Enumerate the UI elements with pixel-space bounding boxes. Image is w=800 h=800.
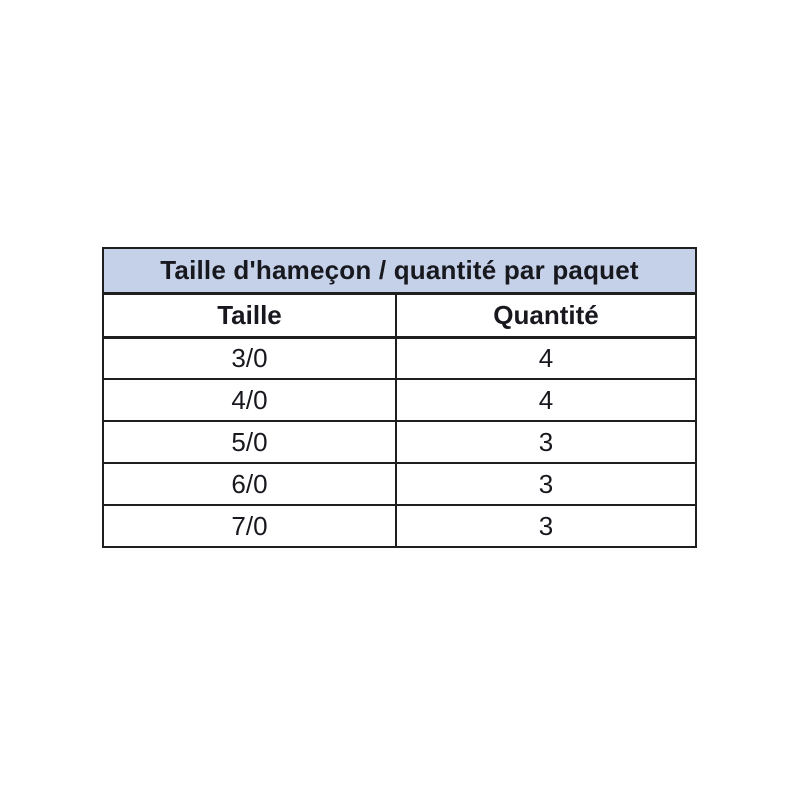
table-row: 6/0 3 [102,462,698,506]
cell-taille: 5/0 [102,420,397,464]
table-title-row: Taille d'hameçon / quantité par paquet [101,247,698,295]
column-header-quantite: Quantité [394,292,698,339]
table-row: 3/0 4 [102,336,698,380]
cell-quantite: 4 [394,378,698,422]
hook-size-quantity-table: Taille d'hameçon / quantité par paquet T… [101,247,698,548]
table-row: 7/0 3 [102,504,698,548]
table-body: 3/0 4 4/0 4 5/0 3 6/0 3 7/0 3 [102,336,698,548]
cell-quantite: 3 [394,462,698,506]
cell-quantite: 4 [394,336,698,380]
cell-taille: 3/0 [102,336,397,380]
cell-quantite: 3 [394,504,698,548]
column-header-taille: Taille [102,292,397,339]
table-header-row: Taille Quantité [102,292,698,339]
cell-taille: 6/0 [102,462,397,506]
cell-quantite: 3 [394,420,698,464]
table-row: 5/0 3 [102,420,698,464]
table-title: Taille d'hameçon / quantité par paquet [101,247,698,295]
table-row: 4/0 4 [102,378,698,422]
cell-taille: 4/0 [102,378,397,422]
cell-taille: 7/0 [102,504,397,548]
